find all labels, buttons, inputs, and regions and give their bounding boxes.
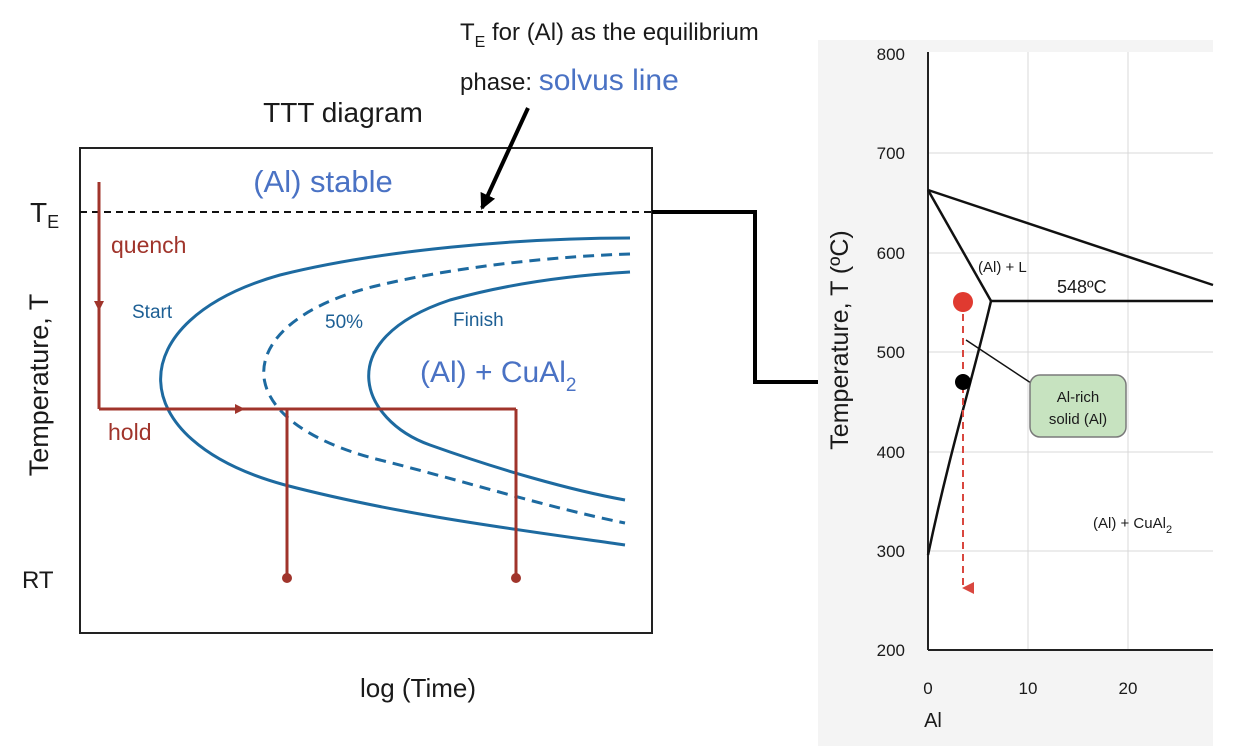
start-curve xyxy=(159,236,631,547)
ttt-xlabel: log (Time) xyxy=(360,673,476,703)
te-label: TE xyxy=(30,197,59,232)
y-tick-600: 600 xyxy=(877,244,905,263)
phase-region-label: (Al) + CuAl2 xyxy=(1093,515,1172,536)
x-tick-0: 0 xyxy=(923,679,932,698)
hold-label: hold xyxy=(108,419,151,445)
solvus-point-dot xyxy=(955,374,971,390)
y-tick-800: 800 xyxy=(877,45,905,64)
rt-label: RT xyxy=(22,567,54,594)
stable-label: (Al) stable xyxy=(253,164,393,199)
callout-box xyxy=(1029,374,1127,438)
x-tick-10: 10 xyxy=(1019,679,1038,698)
solidus-line xyxy=(926,189,993,302)
annotation-arrow xyxy=(480,107,530,210)
finish-curve xyxy=(367,270,631,502)
x-element-label: Al xyxy=(924,710,942,732)
start-label: Start xyxy=(132,302,173,323)
liquid-region-label: (Al) + L xyxy=(978,259,1027,276)
finish-label: Finish xyxy=(453,310,504,331)
ttt-diagram: TTT diagram TE RT Temperature, T log (Ti… xyxy=(22,97,653,703)
y-tick-300: 300 xyxy=(877,542,905,561)
fifty-percent-curve xyxy=(262,252,631,525)
quench-label: quench xyxy=(111,232,186,258)
liquidus-line xyxy=(927,188,1214,287)
phase-grid xyxy=(928,52,1213,650)
annotation-line-2: phase: solvus line xyxy=(460,64,679,97)
ttt-frame xyxy=(79,147,653,634)
y-tick-700: 700 xyxy=(877,144,905,163)
ttt-ylabel: Temperature, T xyxy=(24,294,54,477)
callout-line-1: Al-rich xyxy=(1057,389,1100,406)
rt-dot-1 xyxy=(282,573,292,583)
ttt-region-label: (Al) + CuAl2 xyxy=(420,356,576,396)
y-tick-500: 500 xyxy=(877,343,905,362)
solvus-curve xyxy=(926,300,993,556)
callout-leader xyxy=(965,339,1035,386)
callout-line-2: solid (Al) xyxy=(1049,411,1107,428)
phase-plot-area xyxy=(928,52,1213,650)
ttt-title: TTT diagram xyxy=(263,97,423,128)
start-point-dot xyxy=(953,292,973,312)
x-tick-20: 20 xyxy=(1119,679,1138,698)
solvus-annotation: TE for (Al) as the equilibrium phase: so… xyxy=(460,19,759,210)
eutectic-label: 548ºC xyxy=(1057,277,1107,297)
fifty-label: 50% xyxy=(325,312,363,333)
annotation-line-1: TE for (Al) as the equilibrium xyxy=(460,19,759,51)
rt-dot-2 xyxy=(511,573,521,583)
y-tick-200: 200 xyxy=(877,641,905,660)
phase-diagram: 800 700 600 500 400 300 200 0 10 20 Al T… xyxy=(818,40,1214,746)
phase-ylabel: Temperature, T (ºC) xyxy=(826,230,854,449)
y-tick-400: 400 xyxy=(877,443,905,462)
